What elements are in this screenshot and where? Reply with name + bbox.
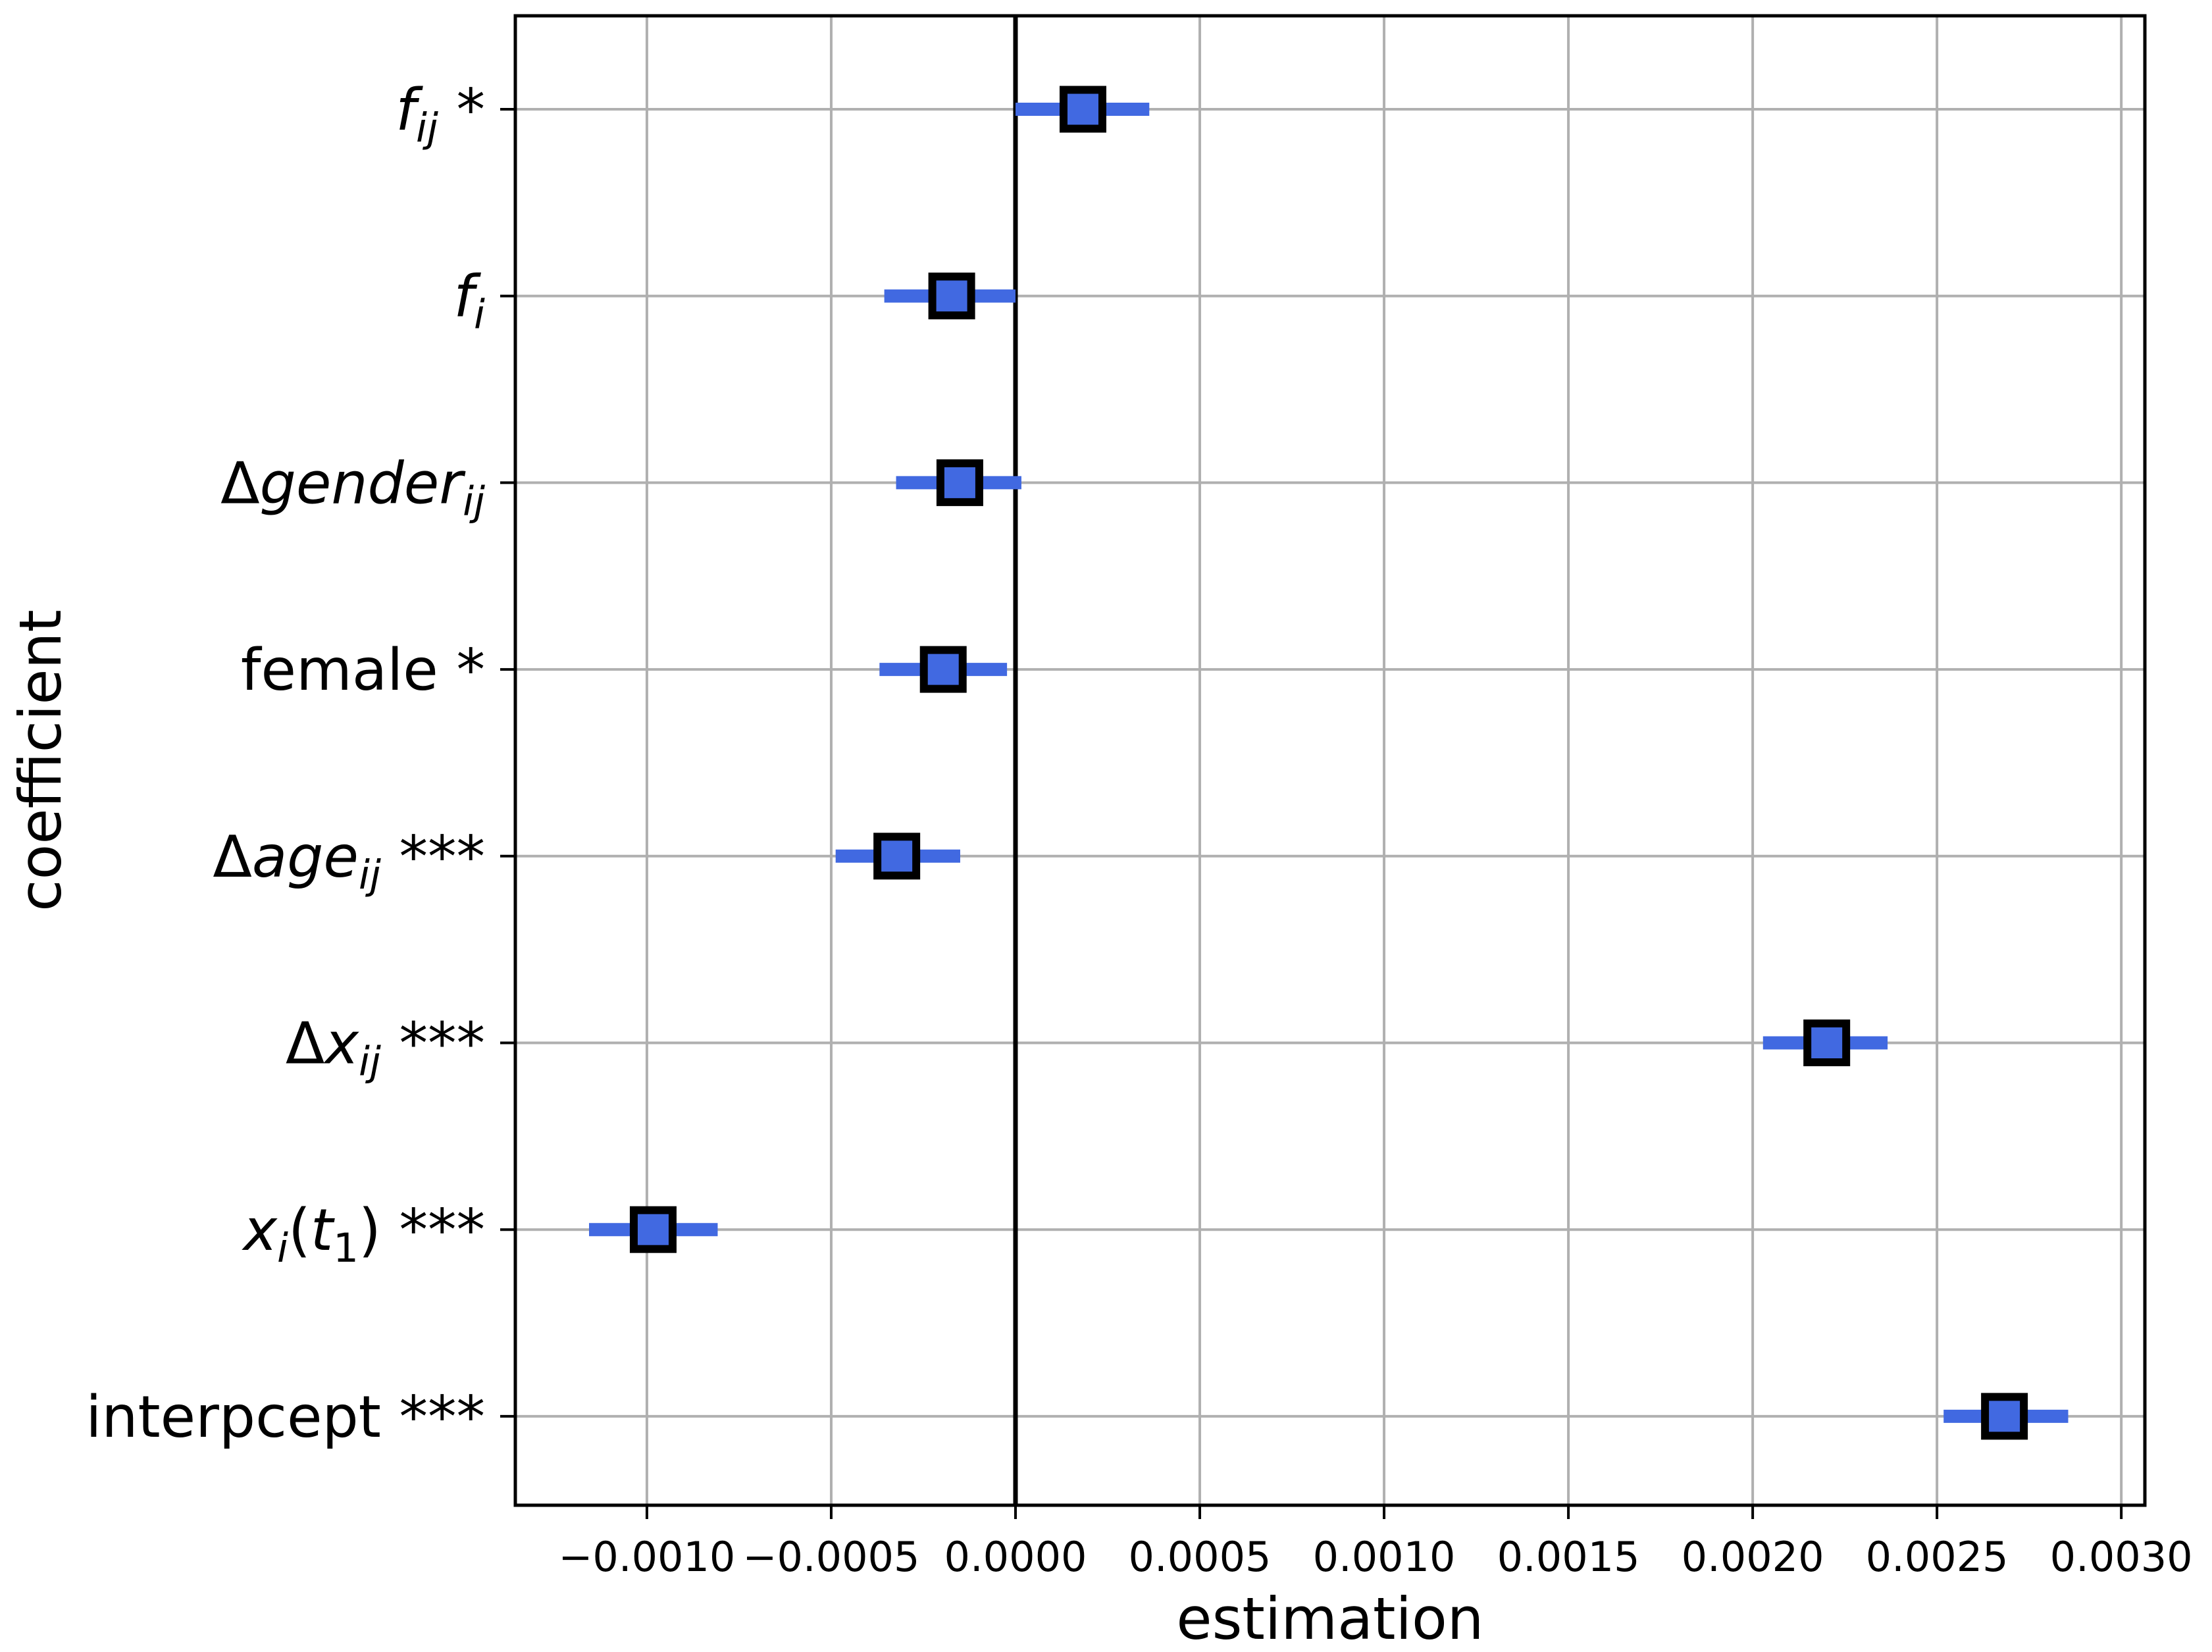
x-axis-label: estimation <box>1176 1585 1483 1652</box>
y-axis-label: coefficient <box>7 609 74 912</box>
x-tick-label: 0.0025 <box>1866 1533 2009 1581</box>
x-tick-label: 0.0020 <box>1682 1533 1824 1581</box>
y-axis-ticks: fij * fi Δgenderij female * Δageij *** Δxij *… <box>86 76 515 1451</box>
y-tick-label: Δageij *** <box>213 823 485 898</box>
y-tick-label: fij * <box>396 76 485 151</box>
estimate-marker <box>936 459 983 506</box>
x-tick-label: 0.0010 <box>1313 1533 1456 1581</box>
y-tick-label: interpcept *** <box>86 1383 485 1451</box>
plot-frame <box>513 14 2147 1507</box>
estimate-marker <box>1059 86 1106 133</box>
y-tick-label: Δgenderij <box>220 450 485 525</box>
estimate-marker <box>928 272 975 320</box>
estimate-marker <box>1981 1393 2028 1440</box>
x-axis-ticks: −0.0010 −0.0005 0.0000 0.0005 0.0010 0.0015 0.… <box>558 1505 2193 1581</box>
estimate-markers <box>629 86 2028 1440</box>
y-tick-label: Δxij *** <box>286 1010 485 1085</box>
x-tick-label: 0.0015 <box>1497 1533 1640 1581</box>
estimate-marker <box>919 646 967 693</box>
estimate-marker <box>629 1206 677 1253</box>
y-tick-label: female * <box>241 636 485 704</box>
x-tick-label: 0.0005 <box>1129 1533 1272 1581</box>
x-tick-label: −0.0005 <box>743 1533 920 1581</box>
x-tick-label: 0.0030 <box>2050 1533 2193 1581</box>
estimate-marker <box>873 833 921 880</box>
y-tick-label: fi <box>453 263 485 338</box>
error-bars <box>589 103 2069 1423</box>
x-tick-label: −0.0010 <box>558 1533 735 1581</box>
grid-lines <box>515 16 2145 1505</box>
x-tick-label: 0.0000 <box>944 1533 1087 1581</box>
y-tick-label: xi(t1) *** <box>242 1197 485 1272</box>
estimate-marker <box>1803 1020 1851 1066</box>
